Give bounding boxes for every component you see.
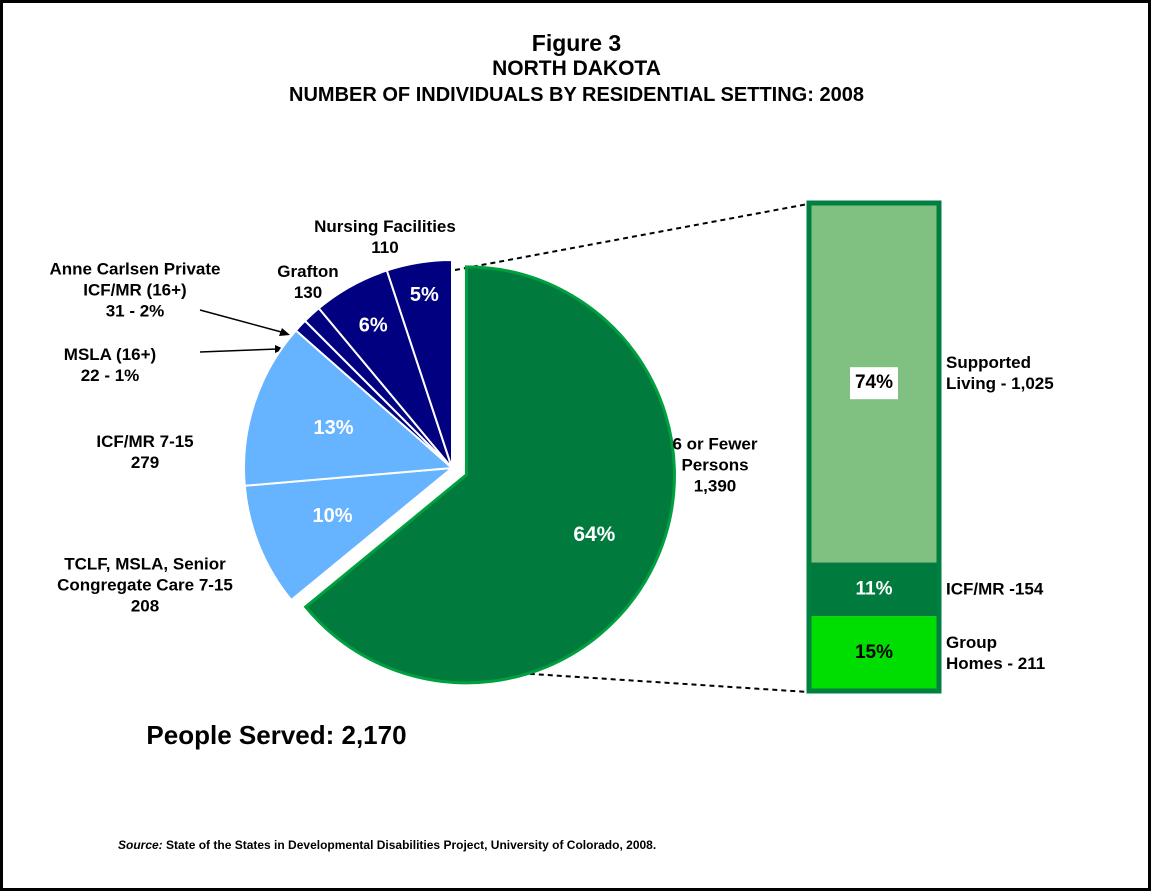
slice-name: MSLA (16+): [63, 345, 157, 364]
footer: People Served: 2,170: [146, 720, 407, 750]
slice-percent: 64%: [573, 523, 615, 546]
bar-percent: 15%: [855, 642, 893, 663]
source-text: State of the States in Developmental Dis…: [166, 838, 657, 852]
slice-value: 279: [130, 453, 160, 472]
slice-label: TCLF, MSLA, Senior Congregate Care 7-15 2…: [20, 554, 270, 617]
slice-name: ICF/MR 7-15: [96, 432, 194, 451]
slice-label: Anne Carlsen Private ICF/MR (16+) 31 - 2%: [48, 259, 223, 322]
bar-label: ICF/MR -154: [946, 579, 1044, 599]
arrow: [199, 309, 286, 334]
slice-name: 6 or Fewer Persons: [672, 434, 758, 475]
slice-value: 31 - 2%: [105, 301, 165, 321]
connector: [439, 667, 809, 693]
arrow-head: [279, 328, 290, 336]
slice-label: Grafton 130: [258, 261, 358, 303]
bar-percent: 11%: [856, 578, 893, 599]
slice-percent: 5%: [410, 284, 439, 306]
arrow-head: [275, 345, 284, 353]
bar-segment: [810, 616, 938, 690]
bar-border: [806, 200, 942, 694]
slice-percent: 6%: [359, 314, 388, 336]
slice-label: ICF/MR 7-15 279: [65, 431, 225, 473]
slice-value: 1,390: [693, 476, 737, 496]
arrow: [199, 348, 279, 353]
slice-label: MSLA (16+) 22 - 1%: [30, 344, 190, 386]
source: Source: State of the States in Developme…: [118, 838, 656, 852]
chart-subtitle: NORTH DAKOTA: [492, 57, 661, 80]
slice-percent: 13%: [313, 417, 353, 439]
bar-segment: [810, 562, 938, 617]
slice-label: 6 or Fewer Persons 1,390: [660, 434, 770, 497]
slice-name: TCLF, MSLA, Senior Congregate Care 7-15: [57, 554, 233, 595]
bar-percent: 74%: [855, 372, 893, 393]
slice-value: 22 - 1%: [80, 366, 140, 385]
slice-value: 110: [371, 238, 399, 257]
chart-subtitle: NUMBER OF INDIVIDUALS BY RESIDENTIAL SET…: [289, 84, 864, 106]
slice-name: Nursing Facilities: [314, 217, 456, 236]
slice-name: Anne Carlsen Private ICF/MR (16+): [49, 259, 221, 300]
source-label: Source:: [118, 838, 163, 852]
bar-label: Supported Living - 1,025: [946, 353, 1054, 394]
slice-label: Nursing Facilities 110: [285, 216, 485, 258]
percent-box: [850, 367, 898, 400]
slice-value: 130: [293, 283, 323, 302]
connector: [454, 203, 809, 271]
chart-title: Figure 3: [531, 30, 622, 56]
bar-label: Group Homes - 211: [946, 633, 1046, 674]
pie-slice: [303, 265, 676, 685]
pie-slice: [243, 466, 456, 602]
slice-value: 208: [130, 596, 160, 616]
pie-slice: [385, 258, 453, 469]
slice-name: Grafton: [277, 262, 339, 281]
slice-percent: 10%: [313, 505, 353, 527]
pie-slice: [243, 329, 455, 487]
